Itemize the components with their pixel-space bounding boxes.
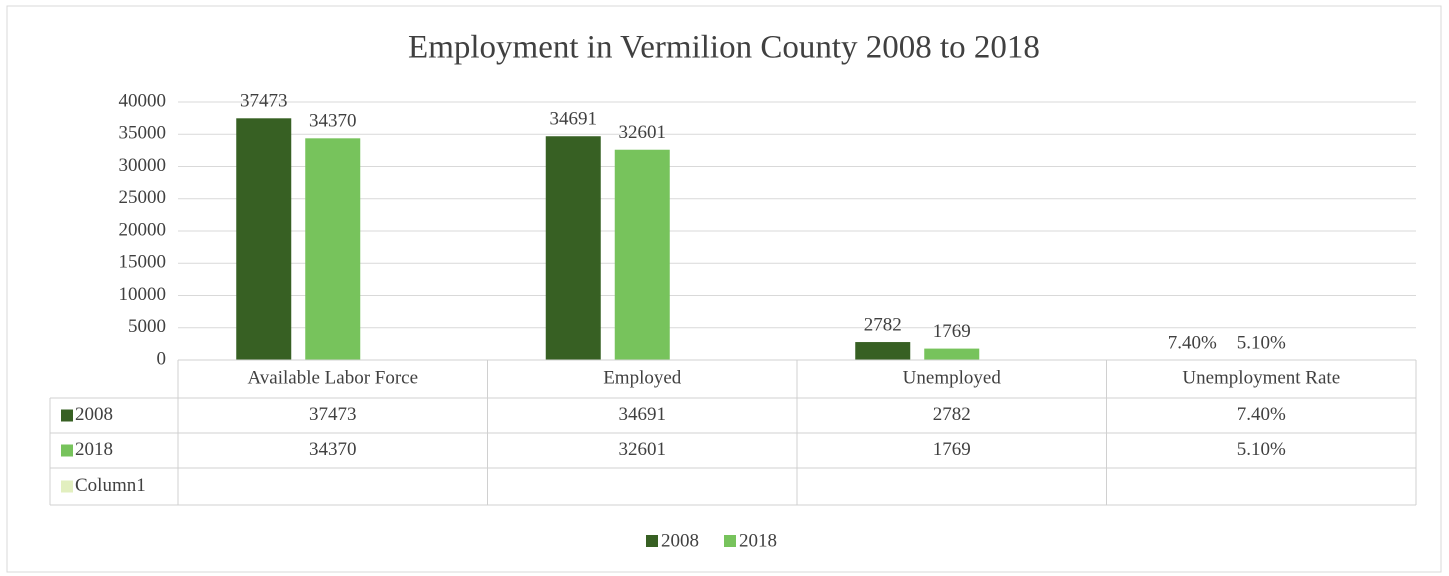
data-label: 7.40% — [1168, 332, 1217, 353]
data-label: 37473 — [240, 91, 288, 112]
table-cell: 7.40% — [1237, 404, 1286, 425]
table-cell: 34370 — [309, 439, 357, 460]
y-tick-label: 35000 — [119, 123, 167, 144]
data-label: 34370 — [309, 111, 357, 132]
data-label: 32601 — [619, 122, 667, 143]
chart-title: Employment in Vermilion County 2008 to 2… — [408, 30, 1040, 66]
bar — [305, 138, 361, 360]
data-label: 2782 — [864, 314, 902, 335]
bar — [545, 136, 601, 360]
table-legend-key — [61, 444, 73, 457]
y-tick-label: 20000 — [119, 219, 167, 240]
table-row-label: 2008 — [75, 404, 113, 425]
table-cell: 2782 — [933, 404, 971, 425]
legend-key — [724, 535, 736, 547]
table-cell: 32601 — [619, 439, 667, 460]
legend-label: 2018 — [739, 530, 777, 551]
table-cell: 34691 — [619, 404, 667, 425]
table-row-label: Column1 — [75, 475, 146, 496]
table-row-label: 2018 — [75, 439, 113, 460]
chart-frame — [6, 5, 1442, 573]
data-label: 34691 — [550, 109, 598, 130]
table-cell: 37473 — [309, 404, 357, 425]
y-tick-label: 25000 — [119, 187, 167, 208]
table-legend-key — [61, 409, 73, 422]
data-label: 1769 — [933, 321, 971, 342]
bar — [614, 149, 670, 360]
y-tick-label: 15000 — [119, 252, 167, 273]
table-cell: 5.10% — [1237, 439, 1286, 460]
y-tick-label: 30000 — [119, 155, 167, 176]
x-tick-label: Unemployed — [903, 367, 1002, 388]
bar — [855, 342, 911, 360]
legend-key — [646, 535, 658, 547]
bar — [236, 118, 292, 360]
y-tick-label: 5000 — [128, 316, 166, 337]
table-legend-key — [61, 480, 73, 493]
x-tick-label: Employed — [603, 367, 682, 388]
x-tick-label: Unemployment Rate — [1182, 367, 1340, 388]
table-cell: 1769 — [933, 439, 971, 460]
x-tick-label: Available Labor Force — [247, 367, 418, 388]
y-tick-label: 10000 — [119, 284, 167, 305]
data-label: 5.10% — [1237, 332, 1286, 353]
bar — [924, 348, 980, 360]
y-tick-label: 0 — [157, 348, 167, 369]
legend-label: 2008 — [661, 530, 699, 551]
y-tick-label: 40000 — [119, 90, 167, 111]
